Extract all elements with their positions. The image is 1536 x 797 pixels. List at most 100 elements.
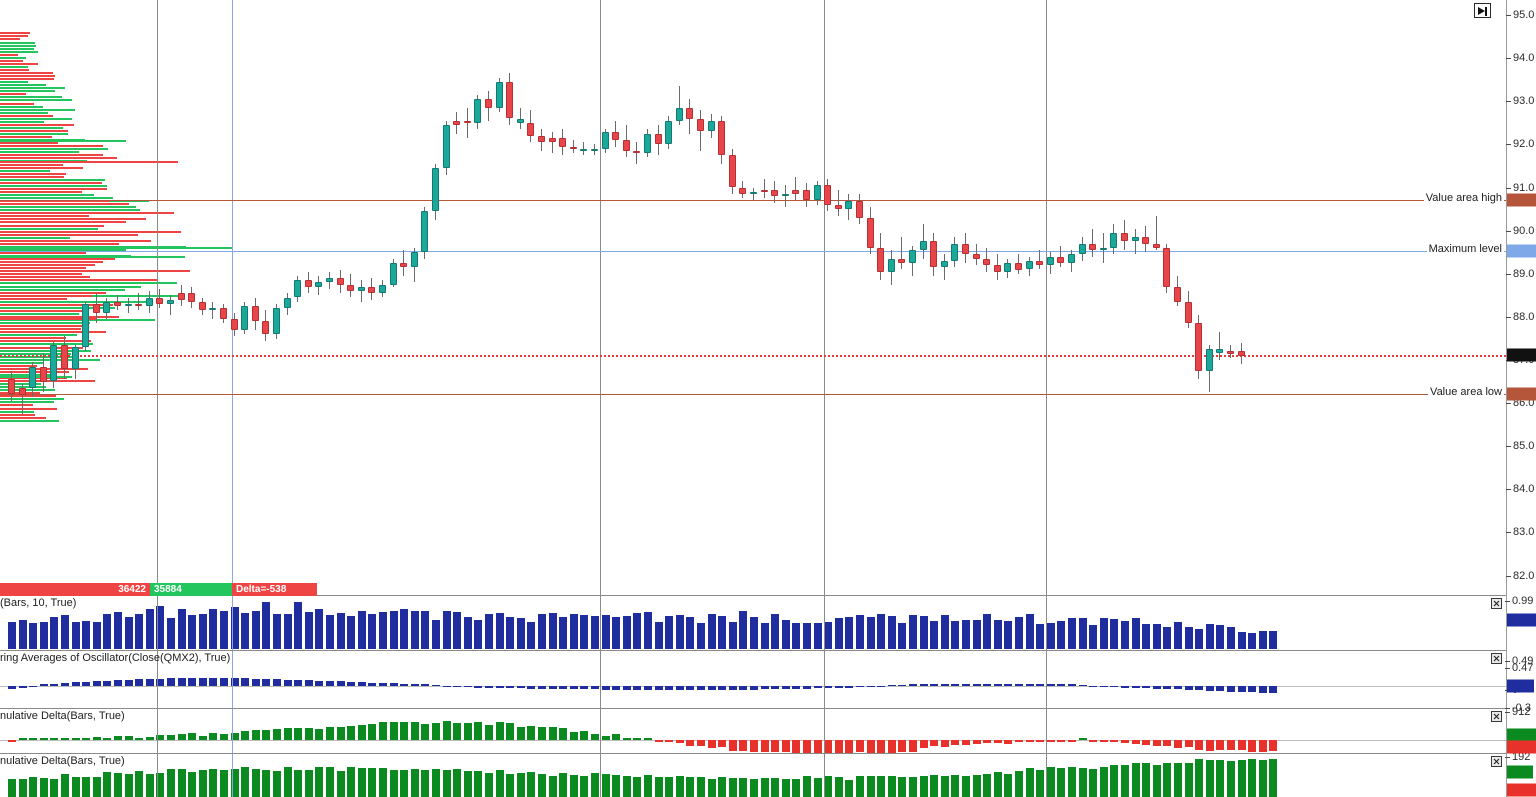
candlestick[interactable]: [993, 0, 1001, 595]
candlestick[interactable]: [315, 0, 323, 595]
candlestick[interactable]: [612, 0, 620, 595]
candlestick[interactable]: [1046, 0, 1054, 595]
candlestick[interactable]: [622, 0, 630, 595]
candlestick[interactable]: [1089, 0, 1097, 595]
candlestick[interactable]: [1078, 0, 1086, 595]
candlestick[interactable]: [887, 0, 895, 595]
candlestick[interactable]: [421, 0, 429, 595]
candlestick[interactable]: [845, 0, 853, 595]
candlestick[interactable]: [1174, 0, 1181, 595]
candlestick[interactable]: [1015, 0, 1022, 595]
candlestick[interactable]: [442, 0, 450, 595]
cumulative-delta-volume-pane[interactable]: nulative Delta(Bars, True): [0, 753, 1506, 797]
candlestick[interactable]: [813, 0, 821, 595]
candlestick[interactable]: [326, 0, 333, 595]
cumulative-delta-volume-pane-close-icon[interactable]: [1491, 756, 1502, 767]
candlestick[interactable]: [198, 0, 206, 595]
candlestick[interactable]: [728, 0, 736, 595]
candlestick[interactable]: [103, 0, 111, 595]
candlestick[interactable]: [463, 0, 471, 595]
candlestick[interactable]: [357, 0, 365, 595]
candlestick[interactable]: [675, 0, 683, 595]
candlestick[interactable]: [919, 0, 927, 595]
candlestick[interactable]: [983, 0, 991, 595]
candlestick[interactable]: [294, 0, 302, 595]
candlestick[interactable]: [262, 0, 270, 595]
go-to-last-bar-icon[interactable]: [1474, 3, 1491, 18]
candlestick[interactable]: [389, 0, 397, 595]
candlestick[interactable]: [1152, 0, 1160, 595]
candlestick[interactable]: [273, 0, 280, 595]
candlestick[interactable]: [1205, 0, 1213, 595]
candlestick[interactable]: [251, 0, 259, 595]
candlestick[interactable]: [368, 0, 376, 595]
candlestick[interactable]: [304, 0, 312, 595]
candlestick[interactable]: [559, 0, 567, 595]
candlestick[interactable]: [230, 0, 238, 595]
candlestick[interactable]: [474, 0, 482, 595]
candlestick[interactable]: [1004, 0, 1012, 595]
candlestick[interactable]: [527, 0, 535, 595]
candlestick[interactable]: [951, 0, 959, 595]
candlestick[interactable]: [771, 0, 779, 595]
candlestick[interactable]: [1195, 0, 1203, 595]
oscillator-pane[interactable]: (Bars, 10, True): [0, 595, 1506, 650]
candlestick[interactable]: [82, 0, 90, 595]
candlestick[interactable]: [1025, 0, 1033, 595]
candlestick[interactable]: [410, 0, 418, 595]
candlestick[interactable]: [336, 0, 344, 595]
candlestick[interactable]: [220, 0, 227, 595]
candlestick[interactable]: [485, 0, 492, 595]
candlestick[interactable]: [877, 0, 885, 595]
candlestick[interactable]: [1216, 0, 1224, 595]
candlestick[interactable]: [145, 0, 153, 595]
cumulative-delta-pane[interactable]: nulative Delta(Bars, True): [0, 708, 1506, 753]
candlestick[interactable]: [803, 0, 810, 595]
candlestick[interactable]: [1121, 0, 1128, 595]
candlestick[interactable]: [283, 0, 291, 595]
candlestick[interactable]: [1184, 0, 1192, 595]
price-chart-plot[interactable]: Value area high Maximum level Value area l…: [0, 0, 1506, 595]
candlestick[interactable]: [1163, 0, 1171, 595]
candlestick[interactable]: [400, 0, 408, 595]
candlestick[interactable]: [506, 0, 514, 595]
candlestick[interactable]: [538, 0, 545, 595]
candlestick[interactable]: [1237, 0, 1245, 595]
candlestick[interactable]: [8, 0, 15, 595]
moving-averages-pane[interactable]: ring Averages of Oscillator(Close(QMX2),…: [0, 650, 1506, 708]
candlestick[interactable]: [1227, 0, 1234, 595]
candlestick[interactable]: [379, 0, 386, 595]
candlestick[interactable]: [241, 0, 249, 595]
candlestick[interactable]: [856, 0, 863, 595]
candlestick[interactable]: [718, 0, 726, 595]
candlestick[interactable]: [114, 0, 121, 595]
candlestick[interactable]: [135, 0, 143, 595]
candlestick[interactable]: [39, 0, 47, 595]
candlestick[interactable]: [71, 0, 79, 595]
candlestick[interactable]: [188, 0, 196, 595]
candlestick[interactable]: [432, 0, 439, 595]
candlestick[interactable]: [781, 0, 789, 595]
candlestick[interactable]: [516, 0, 524, 595]
candlestick[interactable]: [644, 0, 651, 595]
moving-averages-pane-close-icon[interactable]: [1491, 653, 1502, 664]
candlestick[interactable]: [972, 0, 980, 595]
candlestick[interactable]: [209, 0, 217, 595]
candlestick[interactable]: [453, 0, 461, 595]
candlestick[interactable]: [124, 0, 132, 595]
candlestick[interactable]: [962, 0, 969, 595]
candlestick[interactable]: [930, 0, 938, 595]
candlestick[interactable]: [686, 0, 694, 595]
candlestick[interactable]: [707, 0, 715, 595]
candlestick[interactable]: [92, 0, 100, 595]
candlestick[interactable]: [834, 0, 842, 595]
candlestick[interactable]: [18, 0, 26, 595]
candlestick[interactable]: [1110, 0, 1118, 595]
candlestick[interactable]: [697, 0, 704, 595]
candlestick[interactable]: [156, 0, 164, 595]
candlestick[interactable]: [866, 0, 874, 595]
candlestick[interactable]: [29, 0, 37, 595]
cumulative-delta-pane-close-icon[interactable]: [1491, 711, 1502, 722]
candlestick[interactable]: [654, 0, 662, 595]
candlestick[interactable]: [591, 0, 598, 595]
